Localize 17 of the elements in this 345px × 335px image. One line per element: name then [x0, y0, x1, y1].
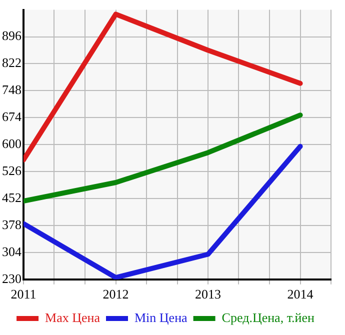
y-tick-label: 452	[2, 190, 22, 205]
y-tick-label: 748	[2, 82, 22, 98]
y-tick-label: 526	[2, 162, 22, 178]
y-tick-label: 304	[2, 244, 22, 259]
legend-label: Min Цена	[134, 310, 188, 325]
x-tick-label: 2014	[287, 286, 314, 302]
legend-label: Max Цена	[45, 310, 100, 325]
x-tick-label: 2012	[102, 286, 129, 302]
legend-label: Сред.Цена, т.йен	[222, 310, 315, 325]
y-tick-label: 230	[2, 270, 22, 286]
y-tick-label: 600	[2, 136, 22, 152]
x-tick-label: 2013	[195, 286, 222, 302]
x-tick-label: 2011	[10, 286, 36, 302]
y-tick-label: 378	[2, 216, 22, 232]
y-tick-label: 896	[2, 28, 22, 44]
y-tick-label: 822	[2, 55, 22, 70]
y-tick-label: 674	[2, 109, 22, 124]
